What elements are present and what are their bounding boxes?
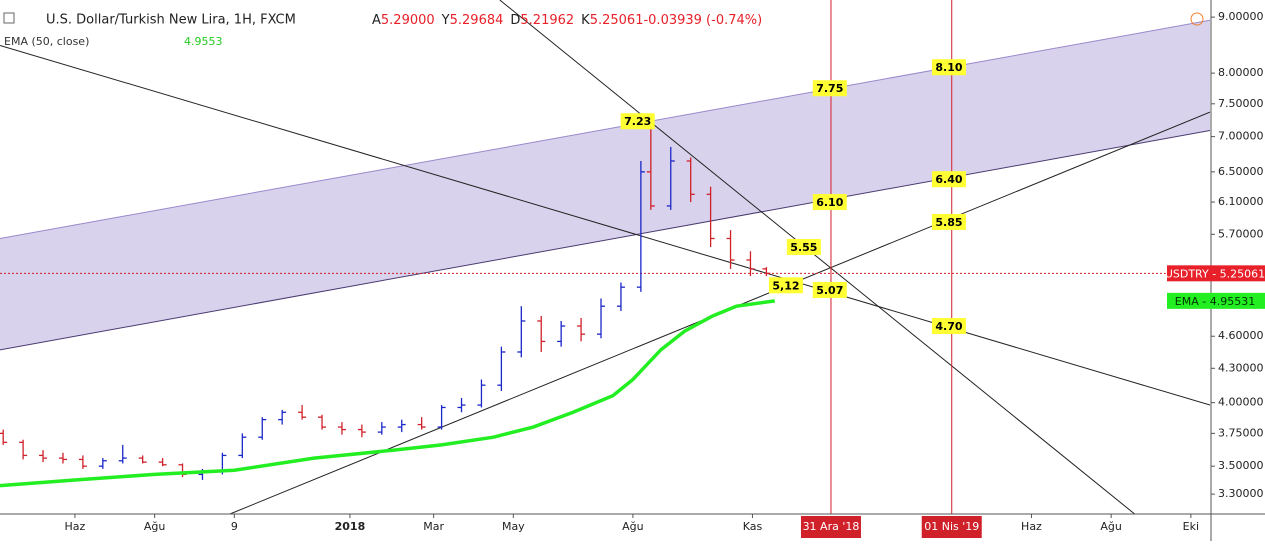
annotation-box (620, 113, 655, 130)
annotation-box (931, 318, 966, 335)
x-tick-label: 9 (231, 520, 238, 533)
annotation-label: 5,12 (772, 279, 799, 292)
x-tick-label: Mar (423, 520, 444, 533)
price-badge (1167, 265, 1265, 282)
annotation-label: 6.10 (816, 196, 843, 209)
chart-title: U.S. Dollar/Turkish New Lira, 1H, FXCM (46, 13, 296, 28)
annotation-box (812, 194, 847, 211)
ohlc-value: -0.03939 (-0.74%) (643, 13, 762, 28)
ohlc-key: Y (441, 13, 450, 28)
annotation-label: 8.10 (935, 61, 962, 74)
x-tick-label: Ağu (144, 520, 165, 533)
annotation-label: 5.55 (790, 241, 817, 254)
alert-icon (1190, 12, 1204, 26)
annotation-label: 5.85 (935, 216, 962, 229)
annotation-label: 6.40 (935, 173, 962, 186)
channel-edge (0, 130, 1210, 351)
annotation-label: 5.07 (816, 284, 843, 297)
y-tick-label: 7.50000 (1218, 97, 1264, 110)
annotation-box (931, 171, 966, 188)
x-tick-label: Ağu (1100, 520, 1121, 533)
annotation-box (768, 277, 803, 294)
y-tick-label: 5.70000 (1218, 227, 1264, 240)
annotation-label: 7.23 (624, 115, 651, 128)
x-tick-label: Eki (1183, 520, 1199, 533)
y-tick-label: 6.10000 (1218, 195, 1264, 208)
x-tick-label: 2018 (335, 520, 366, 533)
y-tick-label: 9.00000 (1218, 10, 1264, 23)
ohlc-value: 5.29000 (381, 13, 435, 28)
date-badge-label: 31 Ara '18 (803, 520, 860, 533)
ohlc-key: K (581, 13, 590, 28)
trend-line (499, 0, 1135, 514)
date-badge-label: 01 Nis '19 (924, 520, 979, 533)
collapse-icon (3, 12, 15, 24)
annotation-box (812, 281, 847, 298)
annotation-label: 4.70 (935, 320, 962, 333)
y-tick-label: 4.00000 (1218, 396, 1264, 409)
x-tick-label: Kas (743, 520, 763, 533)
price-badge (1167, 292, 1265, 309)
channel-fill (0, 20, 1210, 350)
ohlc-value: 5.25061 (590, 13, 644, 28)
y-tick-label: 3.75000 (1218, 426, 1264, 439)
y-tick-label: 3.50000 (1218, 459, 1264, 472)
ohlc-header: A5.29000 Y5.29684 D5.21962 K5.25061-0.03939… (372, 13, 762, 28)
annotation-box (931, 59, 966, 76)
y-tick-label: 4.30000 (1218, 361, 1264, 374)
x-tick-label: Haz (1021, 520, 1042, 533)
y-tick-label: 6.50000 (1218, 165, 1264, 178)
date-badge (800, 516, 861, 538)
price-badge-label: USDTRY - 5.25061 (1165, 267, 1265, 280)
annotation-box (812, 80, 847, 97)
annotation-box (931, 213, 966, 230)
ohlc-value: 5.29684 (450, 13, 504, 28)
y-tick-label: 7.00000 (1218, 130, 1264, 143)
ema-line (0, 299, 776, 488)
ohlc-value: 5.21962 (520, 13, 574, 28)
ohlc-key: D (510, 13, 520, 28)
x-tick-label: Ağu (622, 520, 643, 533)
date-badge (921, 516, 982, 538)
annotation-label: 7.75 (816, 82, 843, 95)
y-tick-label: 4.60000 (1218, 329, 1264, 342)
indicator-value: 4.9553 (184, 35, 223, 48)
trend-line (0, 44, 1210, 406)
indicator-name: EMA (50, close) (4, 35, 89, 48)
plot-area (0, 0, 1210, 514)
y-tick-label: 8.00000 (1218, 66, 1264, 79)
x-tick-label: Haz (65, 520, 86, 533)
ohlc-key: A (372, 13, 381, 28)
annotation-box (786, 238, 821, 255)
x-tick-label: May (502, 520, 525, 533)
price-badge-label: EMA - 4.95531 (1175, 295, 1255, 308)
channel-edge (0, 19, 1210, 239)
y-tick-label: 3.30000 (1218, 487, 1264, 500)
